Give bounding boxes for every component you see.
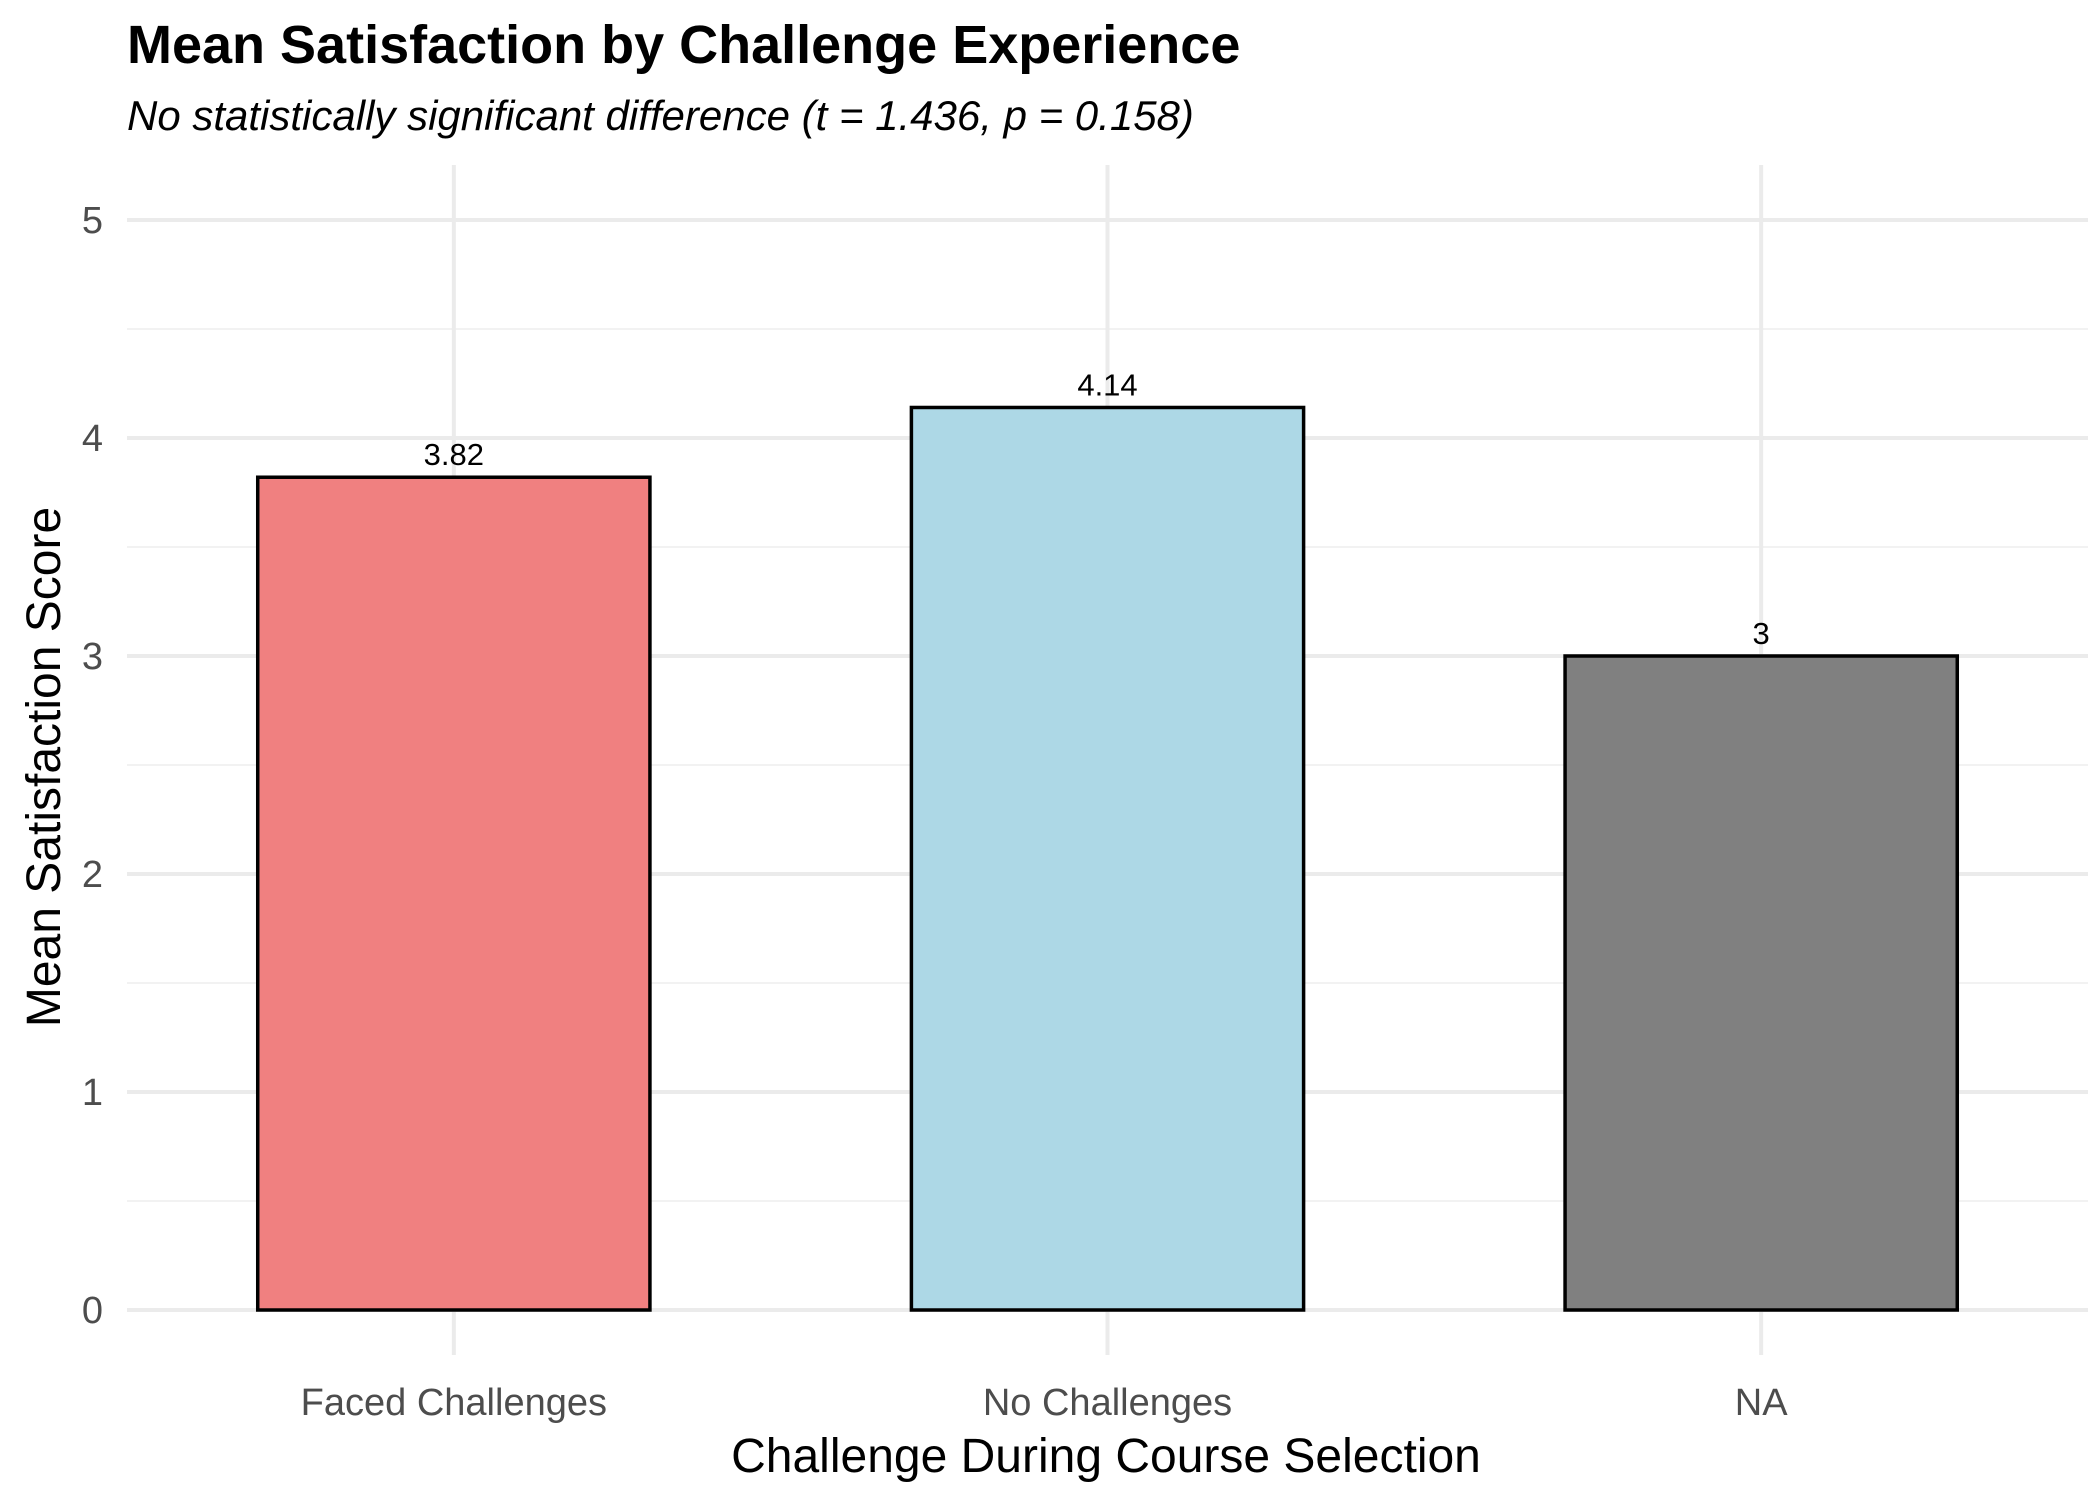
x-axis-title: Challenge During Course Selection — [731, 1430, 1481, 1483]
y-tick-label: 4 — [82, 418, 103, 460]
chart-subtitle: No statistically significant difference … — [127, 92, 1194, 139]
x-tick-label: Faced Challenges — [301, 1382, 607, 1424]
bar-faced-challenges — [255, 475, 652, 1312]
y-tick-label: 5 — [82, 200, 103, 242]
y-axis-title: Mean Satisfaction Score — [18, 507, 71, 1027]
bar-na — [1563, 654, 1960, 1312]
bar-value-label: 3.82 — [424, 437, 484, 472]
y-tick-label: 1 — [82, 1072, 103, 1114]
bar-no-challenges — [909, 405, 1306, 1312]
y-axis-ticks: 0 1 2 3 4 5 — [82, 200, 103, 1332]
chart-title: Mean Satisfaction by Challenge Experienc… — [127, 15, 1241, 75]
y-tick-label: 0 — [82, 1290, 103, 1332]
bar-value-label: 3 — [1753, 616, 1770, 651]
x-axis-ticks: Faced Challenges No Challenges NA — [301, 1382, 1789, 1424]
bar-value-label: 4.14 — [1077, 367, 1137, 402]
y-tick-label: 3 — [82, 636, 103, 678]
x-tick-label: No Challenges — [983, 1382, 1232, 1424]
bars: 3.82 4.14 3 — [255, 367, 1960, 1312]
x-tick-label: NA — [1735, 1382, 1788, 1424]
y-tick-label: 2 — [82, 854, 103, 896]
